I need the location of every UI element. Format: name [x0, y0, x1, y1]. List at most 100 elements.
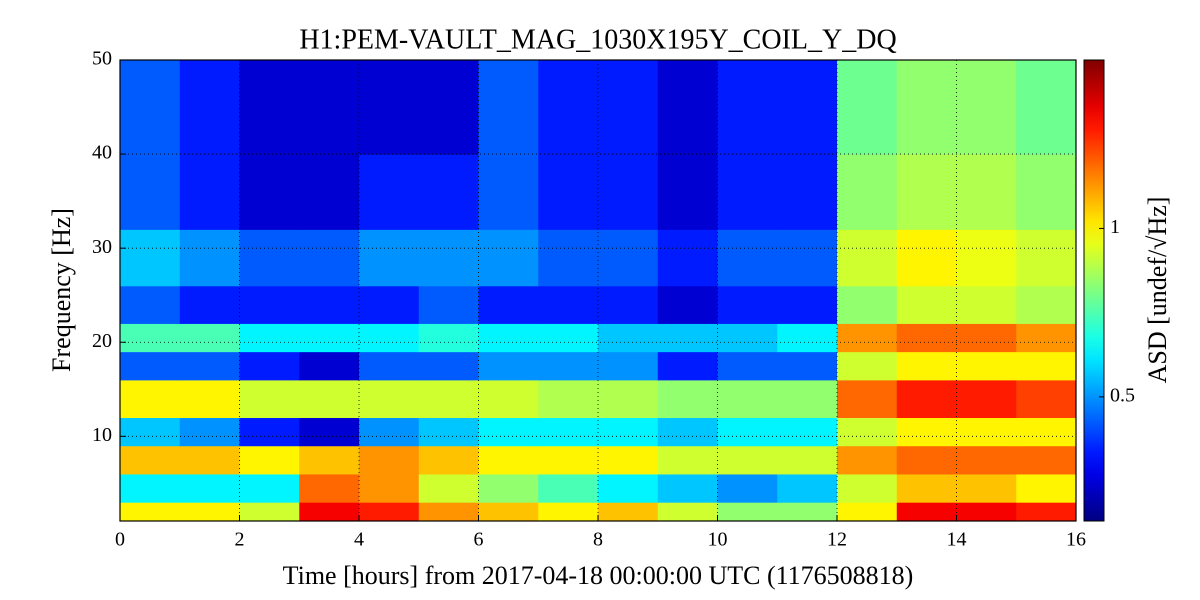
heatmap-cell — [418, 285, 479, 324]
heatmap-cell — [299, 154, 360, 230]
colorbar-tick-label: 1 — [1110, 216, 1120, 238]
heatmap-cell — [777, 351, 838, 381]
heatmap-cell — [896, 379, 957, 419]
heatmap-cell — [837, 445, 898, 475]
heatmap-cell — [657, 351, 718, 381]
heatmap-cell — [1016, 351, 1077, 381]
heatmap-cell — [956, 154, 1017, 230]
heatmap-cell — [538, 285, 599, 324]
heatmap-cell — [418, 351, 479, 381]
heatmap-cell — [239, 417, 300, 447]
heatmap-cell — [896, 502, 957, 522]
heatmap-cell — [598, 502, 659, 522]
heatmap-cell — [239, 154, 300, 230]
heatmap-cell — [837, 154, 898, 230]
heatmap-cell — [299, 285, 360, 324]
heatmap-cell — [598, 473, 659, 503]
heatmap-cell — [598, 229, 659, 287]
heatmap-cell — [717, 323, 778, 353]
x-tick-label: 6 — [474, 529, 484, 551]
heatmap-cell — [956, 323, 1017, 353]
heatmap-cell — [1016, 445, 1077, 475]
x-tick-label: 16 — [1066, 529, 1086, 551]
heatmap-cell — [538, 229, 599, 287]
heatmap-cell — [598, 351, 659, 381]
heatmap-cell — [717, 445, 778, 475]
heatmap-cell — [538, 417, 599, 447]
heatmap-cell — [837, 417, 898, 447]
heatmap-cell — [777, 417, 838, 447]
heatmap-cell — [717, 154, 778, 230]
heatmap-cell — [598, 323, 659, 353]
heatmap-cell — [657, 502, 718, 522]
heatmap-cell — [478, 417, 539, 447]
heatmap-cell — [359, 473, 420, 503]
heatmap — [120, 60, 1077, 522]
heatmap-cell — [359, 154, 420, 230]
heatmap-cell — [657, 285, 718, 324]
heatmap-cell — [1016, 379, 1077, 419]
heatmap-cell — [1016, 323, 1077, 353]
heatmap-cell — [837, 323, 898, 353]
heatmap-cell — [179, 351, 240, 381]
heatmap-cell — [598, 60, 659, 155]
heatmap-cell — [299, 229, 360, 287]
heatmap-cell — [418, 60, 479, 155]
x-tick-label: 4 — [354, 529, 364, 551]
heatmap-cell — [418, 379, 479, 419]
heatmap-cell — [239, 502, 300, 522]
heatmap-cell — [299, 351, 360, 381]
heatmap-cell — [1016, 417, 1077, 447]
heatmap-cell — [896, 229, 957, 287]
heatmap-cell — [239, 285, 300, 324]
heatmap-cell — [299, 445, 360, 475]
x-tick-label: 0 — [115, 529, 125, 551]
heatmap-cell — [179, 154, 240, 230]
heatmap-cell — [717, 229, 778, 287]
heatmap-cell — [956, 473, 1017, 503]
heatmap-cell — [837, 351, 898, 381]
y-tick-label: 30 — [92, 236, 112, 258]
heatmap-cell — [896, 154, 957, 230]
heatmap-cell — [120, 285, 181, 324]
heatmap-cell — [179, 323, 240, 353]
heatmap-cell — [657, 323, 718, 353]
heatmap-cell — [657, 154, 718, 230]
heatmap-cell — [1016, 473, 1077, 503]
heatmap-cell — [777, 473, 838, 503]
heatmap-cell — [120, 502, 181, 522]
heatmap-cell — [359, 323, 420, 353]
heatmap-cell — [239, 60, 300, 155]
heatmap-cell — [657, 445, 718, 475]
heatmap-cell — [179, 417, 240, 447]
heatmap-cell — [538, 473, 599, 503]
colorbar — [1083, 59, 1105, 522]
heatmap-cell — [538, 323, 599, 353]
heatmap-cell — [359, 285, 420, 324]
heatmap-cell — [1016, 154, 1077, 230]
heatmap-cell — [896, 323, 957, 353]
y-tick-label: 50 — [92, 48, 112, 70]
heatmap-cell — [598, 417, 659, 447]
x-tick-label: 8 — [593, 529, 603, 551]
heatmap-cell — [717, 417, 778, 447]
heatmap-cell — [1016, 285, 1077, 324]
heatmap-cell — [837, 502, 898, 522]
x-tick-label: 12 — [827, 529, 847, 551]
heatmap-cell — [478, 445, 539, 475]
heatmap-cell — [299, 323, 360, 353]
heatmap-cell — [418, 445, 479, 475]
heatmap-cell — [837, 229, 898, 287]
heatmap-cell — [777, 154, 838, 230]
heatmap-cell — [1016, 229, 1077, 287]
x-tick-label: 14 — [947, 529, 967, 551]
y-tick-label: 40 — [92, 142, 112, 164]
heatmap-cell — [598, 379, 659, 419]
heatmap-cell — [956, 229, 1017, 287]
heatmap-cell — [418, 502, 479, 522]
heatmap-cell — [598, 285, 659, 324]
heatmap-cell — [418, 154, 479, 230]
heatmap-cell — [657, 229, 718, 287]
x-axis-label: Time [hours] from 2017-04-18 00:00:00 UT… — [283, 561, 914, 590]
heatmap-cell — [239, 323, 300, 353]
